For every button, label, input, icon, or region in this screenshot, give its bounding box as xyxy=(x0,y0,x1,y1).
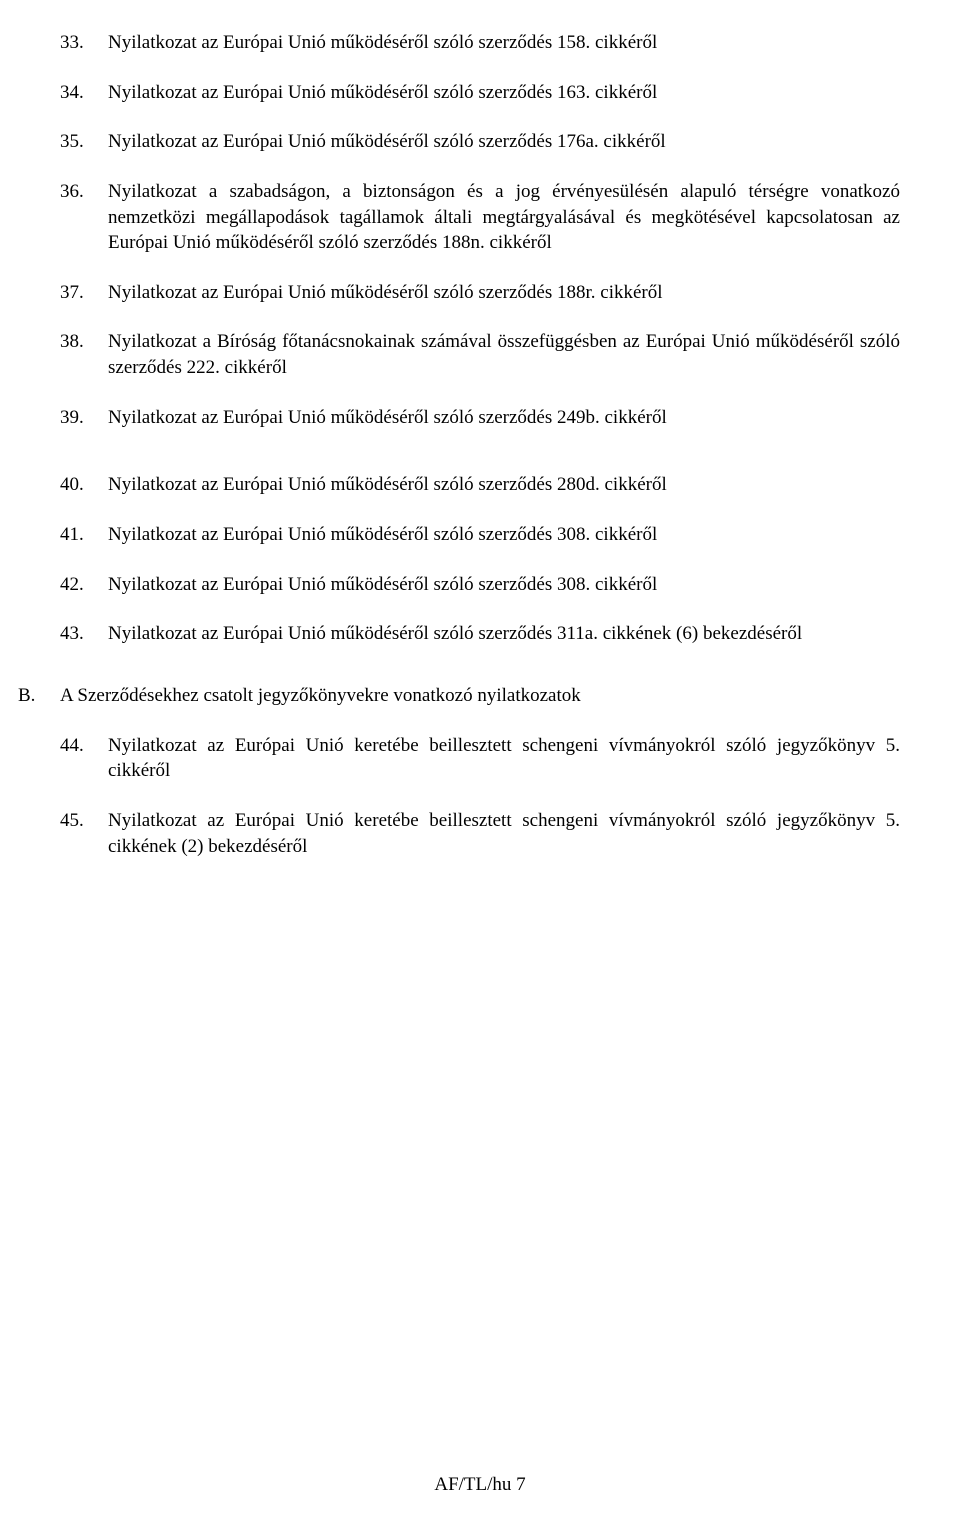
item-number: 37. xyxy=(60,280,108,306)
item-number: 40. xyxy=(60,472,108,498)
item-number: 44. xyxy=(60,733,108,784)
list-item: 43.Nyilatkozat az Európai Unió működésér… xyxy=(60,621,900,647)
item-number: 35. xyxy=(60,129,108,155)
item-text: Nyilatkozat az Európai Unió működéséről … xyxy=(108,405,900,431)
section-title: A Szerződésekhez csatolt jegyzőkönyvekre… xyxy=(60,683,900,709)
item-number: 39. xyxy=(60,405,108,431)
section-heading-b: B. A Szerződésekhez csatolt jegyzőkönyve… xyxy=(60,683,900,709)
group-gap xyxy=(60,454,900,472)
list-item: 40.Nyilatkozat az Európai Unió működésér… xyxy=(60,472,900,498)
item-number: 43. xyxy=(60,621,108,647)
list-item: 42.Nyilatkozat az Európai Unió működésér… xyxy=(60,572,900,598)
item-text: Nyilatkozat az Európai Unió működéséről … xyxy=(108,30,900,56)
item-number: 36. xyxy=(60,179,108,256)
list-item: 45.Nyilatkozat az Európai Unió keretébe … xyxy=(60,808,900,859)
item-text: Nyilatkozat az Európai Unió működéséről … xyxy=(108,80,900,106)
list-item: 39.Nyilatkozat az Európai Unió működésér… xyxy=(60,405,900,431)
list-item: 44.Nyilatkozat az Európai Unió keretébe … xyxy=(60,733,900,784)
item-text: Nyilatkozat a Bíróság főtanácsnokainak s… xyxy=(108,329,900,380)
item-number: 34. xyxy=(60,80,108,106)
item-number: 42. xyxy=(60,572,108,598)
list-item: 35.Nyilatkozat az Európai Unió működésér… xyxy=(60,129,900,155)
item-text: Nyilatkozat az Európai Unió működéséről … xyxy=(108,572,900,598)
item-text: Nyilatkozat az Európai Unió keretébe bei… xyxy=(108,733,900,784)
item-text: Nyilatkozat az Európai Unió működéséről … xyxy=(108,472,900,498)
list-item: 37.Nyilatkozat az Európai Unió működésér… xyxy=(60,280,900,306)
item-text: Nyilatkozat az Európai Unió működéséről … xyxy=(108,621,900,647)
section-letter: B. xyxy=(18,683,60,709)
list-item: 36.Nyilatkozat a szabadságon, a biztonsá… xyxy=(60,179,900,256)
list-item: 34.Nyilatkozat az Európai Unió működésér… xyxy=(60,80,900,106)
item-text: Nyilatkozat az Európai Unió keretébe bei… xyxy=(108,808,900,859)
list-item: 33.Nyilatkozat az Európai Unió működésér… xyxy=(60,30,900,56)
item-number: 45. xyxy=(60,808,108,859)
item-number: 33. xyxy=(60,30,108,56)
list-group-1: 33.Nyilatkozat az Európai Unió működésér… xyxy=(60,30,900,430)
item-text: Nyilatkozat az Európai Unió működéséről … xyxy=(108,129,900,155)
list-item: 38.Nyilatkozat a Bíróság főtanácsnokaina… xyxy=(60,329,900,380)
item-number: 38. xyxy=(60,329,108,380)
document-page: 33.Nyilatkozat az Európai Unió működésér… xyxy=(0,0,960,943)
list-item: 41.Nyilatkozat az Európai Unió működésér… xyxy=(60,522,900,548)
item-text: Nyilatkozat az Európai Unió működéséről … xyxy=(108,280,900,306)
item-text: Nyilatkozat a szabadságon, a biztonságon… xyxy=(108,179,900,256)
item-text: Nyilatkozat az Európai Unió működéséről … xyxy=(108,522,900,548)
item-number: 41. xyxy=(60,522,108,548)
list-group-3: 44.Nyilatkozat az Európai Unió keretébe … xyxy=(60,733,900,860)
page-footer: AF/TL/hu 7 xyxy=(0,1472,960,1498)
list-group-2: 40.Nyilatkozat az Európai Unió működésér… xyxy=(60,472,900,647)
